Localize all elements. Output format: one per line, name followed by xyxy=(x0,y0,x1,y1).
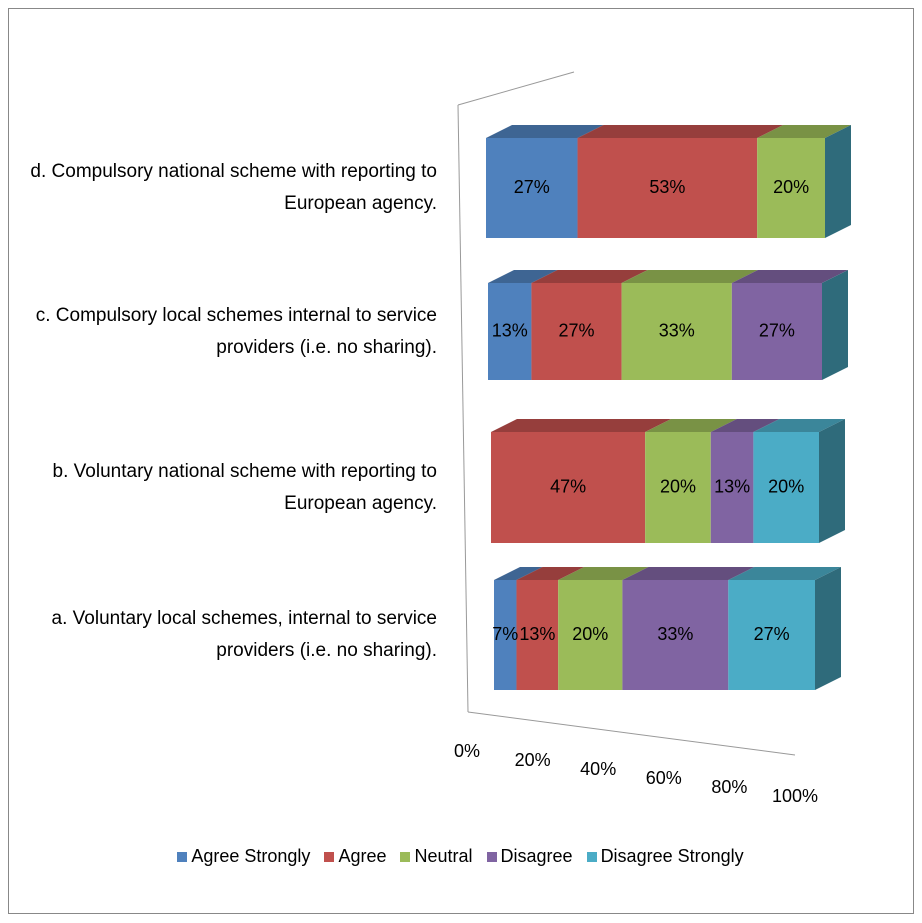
value-label: 13% xyxy=(714,476,750,496)
value-label: 53% xyxy=(649,177,685,197)
value-label: 27% xyxy=(759,320,795,340)
bar-segment xyxy=(558,580,623,690)
bar-segment-top xyxy=(728,567,841,580)
bar-end xyxy=(819,419,845,543)
value-label: 27% xyxy=(514,177,550,197)
bar-segment xyxy=(577,138,758,238)
bar-segment xyxy=(728,580,815,690)
legend-item: Disagree Strongly xyxy=(586,846,744,867)
wall-top xyxy=(457,71,575,106)
legend-label: Disagree xyxy=(500,846,573,866)
legend-swatch xyxy=(400,851,411,862)
legend-swatch xyxy=(177,851,188,862)
bar-segment xyxy=(494,580,517,690)
wall-edge xyxy=(457,104,469,713)
bar-segment xyxy=(731,283,822,380)
bar-end xyxy=(822,270,848,380)
legend-item: Neutral xyxy=(400,846,473,867)
legend-label: Agree Strongly xyxy=(191,846,311,866)
bar-end xyxy=(825,125,851,238)
legend-label: Disagree Strongly xyxy=(600,846,744,866)
bar-segment-top xyxy=(516,567,585,580)
value-label: 33% xyxy=(659,320,695,340)
value-label: 20% xyxy=(768,476,804,496)
legend: Agree Strongly Agree Neutral Disagree Disagr… xyxy=(8,846,913,867)
bar-segment xyxy=(622,580,729,690)
value-label: 20% xyxy=(572,624,608,644)
x-tick-label: 0% xyxy=(454,741,480,761)
value-label: 13% xyxy=(492,320,528,340)
bar-segment xyxy=(516,580,559,690)
bar-segment-top xyxy=(731,270,848,283)
bar-segment-top xyxy=(577,125,784,138)
legend-swatch xyxy=(486,851,497,862)
bar-segment-top xyxy=(621,270,758,283)
bar-segment-top xyxy=(558,567,649,580)
bar-segment xyxy=(486,138,578,238)
legend-item: Disagree xyxy=(486,846,573,867)
legend-label: Neutral xyxy=(414,846,473,866)
bar-segment-top xyxy=(486,125,604,138)
bar-segment-top xyxy=(531,270,648,283)
bar-segment-top xyxy=(645,419,737,432)
category-label: a. Voluntary local schemes, internal to … xyxy=(51,608,437,661)
bar-segment xyxy=(491,432,646,543)
bar-segment xyxy=(757,138,825,238)
category-label: d. Compulsory national scheme with repor… xyxy=(30,161,437,214)
legend-swatch xyxy=(586,851,597,862)
value-label: 7% xyxy=(492,624,518,644)
x-tick-label: 20% xyxy=(515,750,551,770)
bar-segment xyxy=(753,432,819,543)
legend-label: Agree xyxy=(338,846,387,866)
value-label: 20% xyxy=(773,177,809,197)
legend-swatch xyxy=(324,851,335,862)
value-label: 27% xyxy=(754,624,790,644)
bar-segment-top xyxy=(491,419,672,432)
x-tick-label: 60% xyxy=(646,768,682,788)
bar-segment xyxy=(531,283,622,380)
legend-item: Agree xyxy=(324,846,386,867)
bar-segment-top xyxy=(622,567,755,580)
floor-edge xyxy=(467,711,796,756)
bar-segment-top xyxy=(488,270,558,283)
value-label: 13% xyxy=(519,624,555,644)
bar-end xyxy=(815,567,841,690)
x-tick-label: 100% xyxy=(772,786,818,806)
category-label: b. Voluntary national scheme with report… xyxy=(52,460,437,514)
bar-segment-top xyxy=(710,419,780,432)
x-tick-label: 80% xyxy=(711,777,747,797)
bar-segment xyxy=(488,283,532,380)
value-label: 33% xyxy=(657,624,693,644)
value-label: 47% xyxy=(550,476,586,496)
bar-segment-top xyxy=(494,567,543,580)
bar-segment-top xyxy=(753,419,845,432)
legend-item: Agree Strongly xyxy=(177,846,310,867)
bar-segment xyxy=(710,432,754,543)
bar-segment xyxy=(645,432,711,543)
bar-segment-top xyxy=(757,125,851,138)
value-label: 20% xyxy=(660,476,696,496)
value-label: 27% xyxy=(558,320,594,340)
bar-segment xyxy=(621,283,732,380)
x-tick-label: 40% xyxy=(580,759,616,779)
category-label: c. Compulsory local schemes internal to … xyxy=(35,304,437,358)
